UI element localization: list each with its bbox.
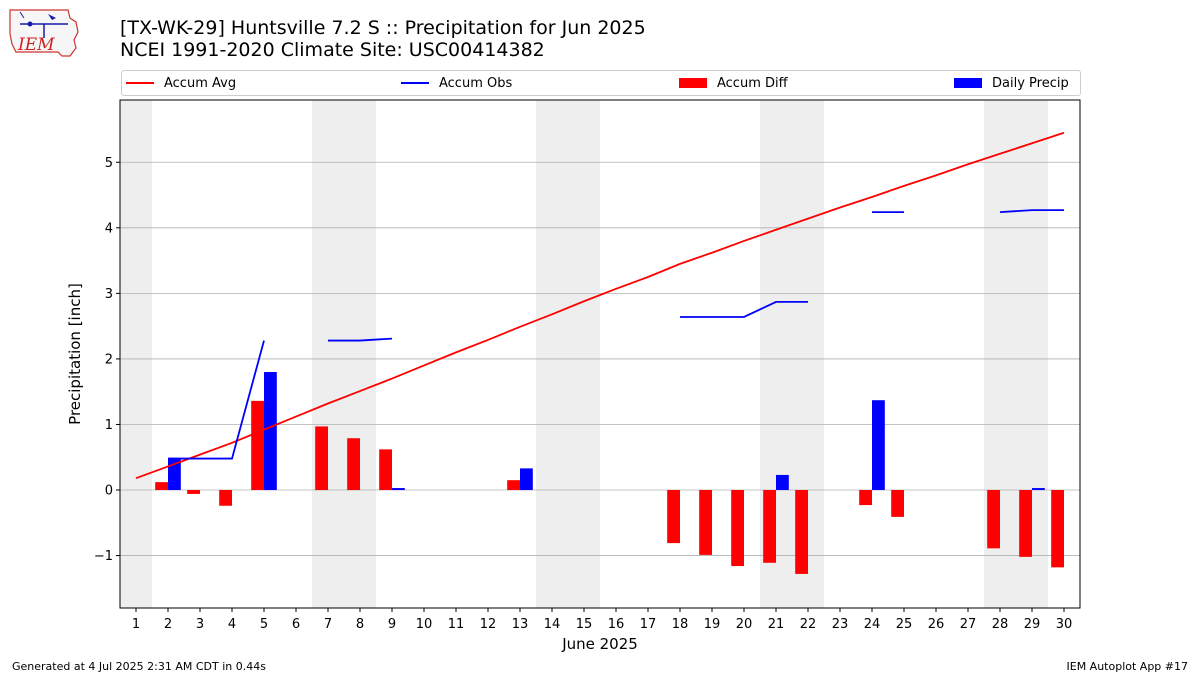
daily-precip-bar-day-29 (1032, 488, 1045, 491)
weekend-shade-day-1 (120, 100, 152, 608)
y-tick-label-4: 4 (105, 221, 113, 236)
accum-obs-line-segment-2 (680, 300, 808, 318)
accum-diff-bar-day-25 (891, 490, 904, 517)
x-tick-label-17: 17 (640, 617, 657, 632)
x-tick-label-12: 12 (480, 617, 497, 632)
x-tick-label-16: 16 (608, 617, 625, 632)
accum-diff-bar-day-30 (1051, 490, 1064, 568)
x-tick-label-30: 30 (1056, 617, 1073, 632)
legend-swatch-daily-precip (954, 78, 982, 88)
y-tick-label-2: 2 (105, 352, 113, 367)
accum-diff-bar-day-29 (1019, 490, 1032, 557)
x-tick-label-5: 5 (260, 617, 268, 632)
legend-swatch-accum-diff (679, 78, 707, 88)
accum-diff-bar-day-5 (251, 400, 264, 491)
daily-precip-bar-day-21 (776, 474, 789, 491)
x-tick-label-25: 25 (896, 617, 913, 632)
lines (135, 131, 1065, 480)
y-tick-label-3: 3 (105, 287, 113, 302)
accum-obs-line-segment-4 (999, 209, 1064, 213)
x-tick-label-26: 26 (928, 617, 945, 632)
app-note: IEM Autoplot App #17 (1066, 660, 1189, 673)
x-tick-label-18: 18 (672, 617, 689, 632)
accum-diff-bar-day-2 (155, 482, 168, 491)
y-gridlines (120, 161, 1080, 556)
x-axis-label: June 2025 (561, 635, 638, 653)
accum-diff-bar-day-20 (731, 490, 744, 567)
legend-item-accum-diff: Accum Diff (679, 71, 788, 95)
x-tick-label-8: 8 (356, 617, 364, 632)
accum-diff-bar-day-13 (507, 480, 520, 491)
x-tick-label-20: 20 (736, 617, 753, 632)
generated-note: Generated at 4 Jul 2025 2:31 AM CDT in 0… (12, 660, 266, 673)
x-tick-label-9: 9 (388, 617, 396, 632)
legend-label-daily-precip: Daily Precip (992, 75, 1069, 91)
x-tick-label-21: 21 (768, 617, 785, 632)
x-tick-label-2: 2 (164, 617, 172, 632)
legend-swatch-accum-avg (126, 82, 154, 84)
legend-label-accum-diff: Accum Diff (717, 75, 788, 91)
daily-precip-bar-day-9 (392, 488, 405, 491)
y-tick-label-1: 1 (105, 418, 113, 433)
legend-label-accum-avg: Accum Avg (164, 75, 237, 91)
x-tick-label-29: 29 (1024, 617, 1041, 632)
x-tick-label-7: 7 (324, 617, 332, 632)
accum-diff-bar-day-28 (987, 490, 1000, 549)
plot-frame (119, 99, 1081, 609)
legend-item-daily-precip: Daily Precip (954, 71, 1069, 95)
legend-item-accum-avg: Accum Avg (126, 71, 236, 95)
x-tick-label-10: 10 (416, 617, 433, 632)
accum-avg-line (135, 131, 1065, 480)
accum-diff-bar-day-19 (699, 490, 712, 555)
iem-logo: IEM (9, 9, 79, 57)
x-tick-label-24: 24 (864, 617, 881, 632)
x-tick-label-3: 3 (196, 617, 204, 632)
daily-precip-bar-day-24 (872, 400, 885, 491)
accum-diff-bar-day-8 (347, 438, 360, 491)
x-tick-label-15: 15 (576, 617, 593, 632)
bars (155, 372, 1064, 574)
accum-diff-bar-day-22 (795, 490, 808, 574)
accum-diff-bar-day-9 (379, 449, 392, 491)
weekend-shade-day-14 (536, 100, 568, 608)
accum-diff-bar-day-7 (315, 426, 328, 491)
y-axis-label: Precipitation [inch] (66, 283, 84, 425)
accum-diff-bar-day-21 (763, 490, 776, 563)
y-tick-label-0: 0 (105, 484, 113, 499)
y-tick-label-5: 5 (105, 156, 113, 171)
legend: Accum Avg Accum Obs Accum Diff Daily Pre… (121, 70, 1081, 96)
x-tick-label-6: 6 (292, 617, 300, 632)
logo-lettering: IEM (17, 35, 55, 55)
x-tick-label-28: 28 (992, 617, 1009, 632)
x-tick-label-14: 14 (544, 617, 561, 632)
legend-item-accum-obs: Accum Obs (401, 71, 512, 95)
weekend-shading (120, 100, 1048, 608)
accum-obs-line-segment-1 (328, 337, 393, 342)
weekend-shade-day-15 (568, 100, 600, 608)
x-tick-label-11: 11 (448, 617, 465, 632)
x-tick-label-22: 22 (800, 617, 817, 632)
chart-subtitle: NCEI 1991-2020 Climate Site: USC00414382 (120, 39, 545, 61)
daily-precip-bar-day-13 (520, 468, 533, 491)
x-tick-label-13: 13 (512, 617, 529, 632)
x-tick-label-1: 1 (132, 617, 140, 632)
x-tick-label-23: 23 (832, 617, 849, 632)
accum-diff-bar-day-18 (667, 490, 680, 544)
legend-label-accum-obs: Accum Obs (439, 75, 513, 91)
weekend-shade-day-8 (344, 100, 376, 608)
accum-diff-bar-day-24 (859, 490, 872, 506)
x-tick-label-19: 19 (704, 617, 721, 632)
accum-diff-bar-day-4 (219, 490, 232, 506)
daily-precip-bar-day-5 (264, 372, 277, 491)
accum-obs-line-segment-0 (168, 340, 265, 460)
chart-title: [TX-WK-29] Huntsville 7.2 S :: Precipita… (120, 17, 646, 39)
x-tick-label-27: 27 (960, 617, 977, 632)
weekend-shade-day-7 (312, 100, 344, 608)
accum-diff-bar-day-3 (187, 490, 200, 494)
legend-swatch-accum-obs (401, 82, 429, 84)
y-tick-label--1: −1 (94, 549, 113, 564)
x-tick-label-4: 4 (228, 617, 236, 632)
